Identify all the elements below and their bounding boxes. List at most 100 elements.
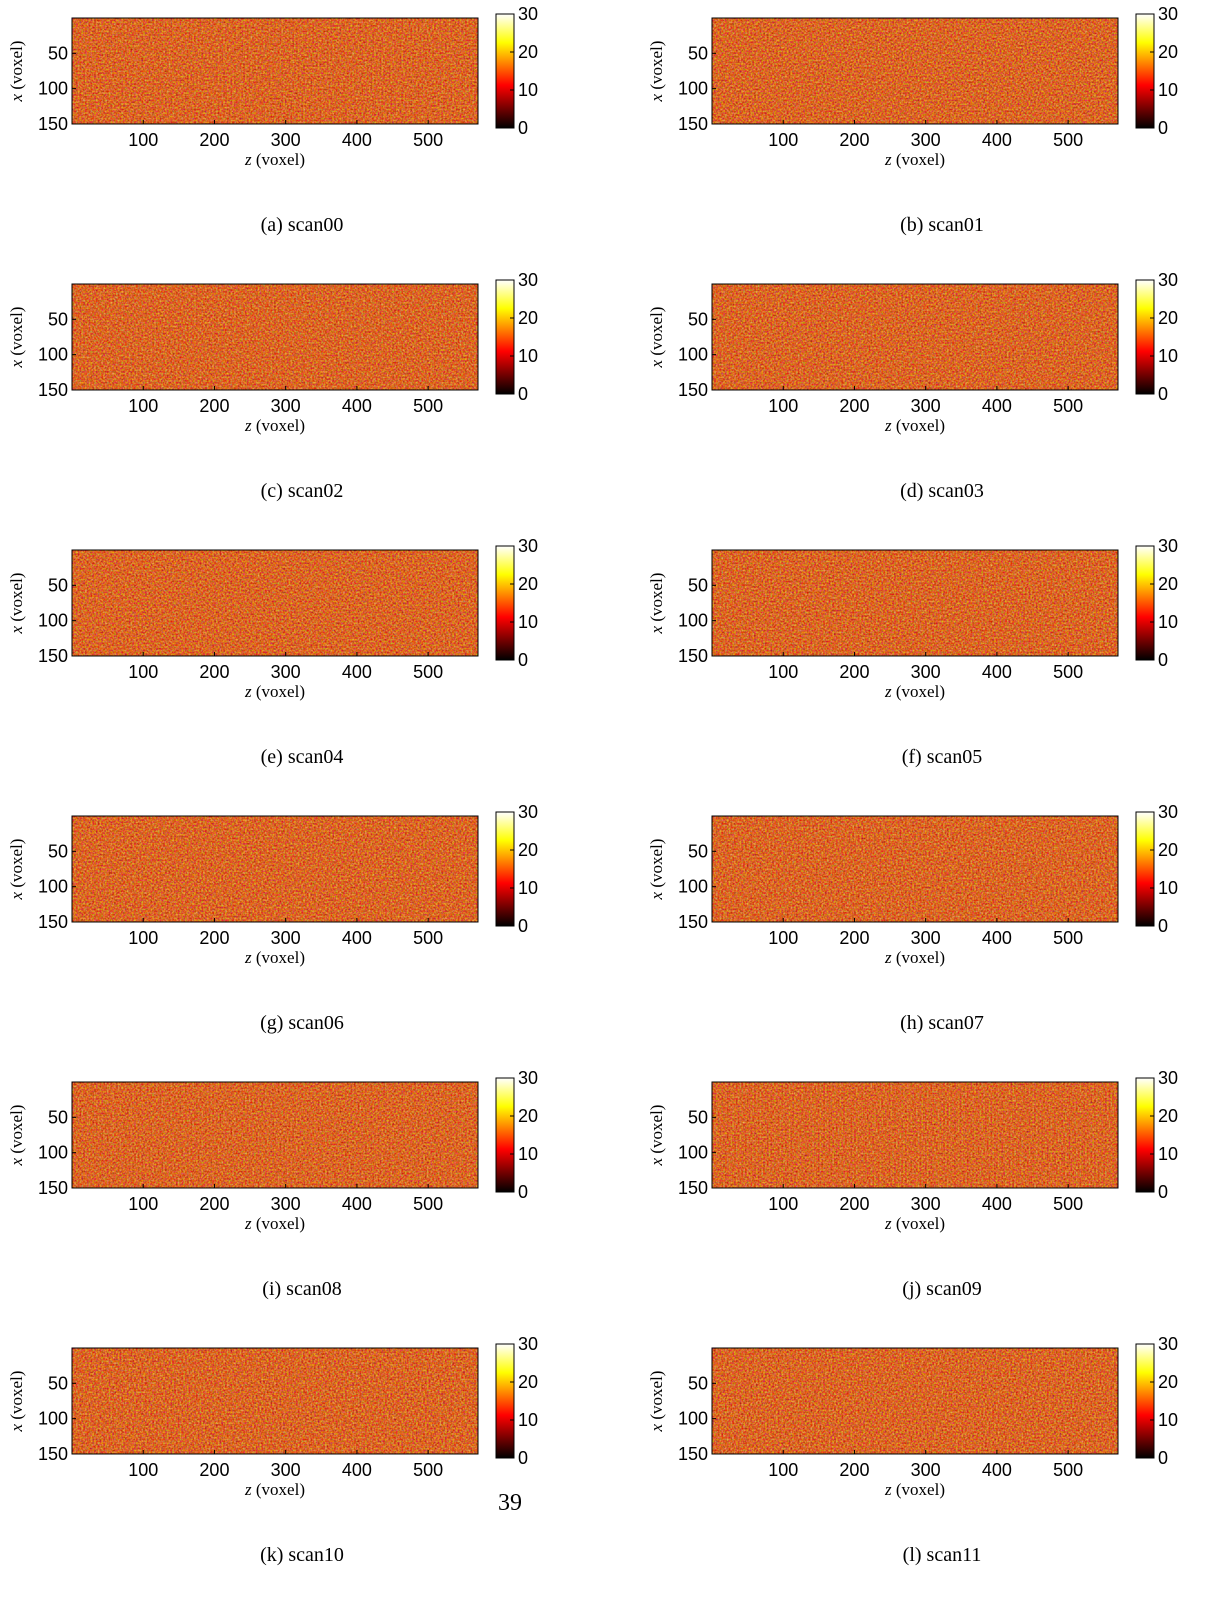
x-tick-label: 200 — [199, 130, 229, 150]
y-axis-label: x (voxel) — [7, 1105, 26, 1167]
colorbar-tick-label: 10 — [518, 346, 538, 366]
panel-10: 100 200 300 400 500 50 100 150 z (voxel) x (voxel… — [0, 1330, 604, 1596]
x-tick-label: 300 — [271, 1194, 301, 1214]
plot-frame — [711, 283, 1119, 391]
y-tick-label: 100 — [38, 79, 68, 99]
colorbar-tick-label: 10 — [1158, 80, 1178, 100]
y-tick-label: 150 — [38, 114, 68, 134]
y-axis-label: x (voxel) — [7, 1371, 26, 1433]
colorbar-tick-label: 20 — [1158, 840, 1178, 860]
colorbar-tick-label: 0 — [518, 1182, 528, 1202]
colorbar-tick-label: 0 — [1158, 1182, 1168, 1202]
colorbar-tick-label: 30 — [518, 802, 538, 822]
plot-frame — [71, 815, 479, 923]
plot-frame — [711, 815, 1119, 923]
colorbar-tick-label: 30 — [1158, 1068, 1178, 1088]
x-tick-label: 300 — [911, 1194, 941, 1214]
colorbar-tick-label: 10 — [518, 612, 538, 632]
colorbar-tick-label: 30 — [1158, 4, 1178, 24]
colorbar-tick-label: 20 — [518, 1372, 538, 1392]
colorbar-tick-label: 0 — [518, 916, 528, 936]
y-axis-label: x (voxel) — [647, 41, 666, 103]
x-tick-label: 400 — [342, 1194, 372, 1214]
y-axis-label: x (voxel) — [7, 839, 26, 901]
x-tick-label: 500 — [1053, 396, 1083, 416]
y-tick-label: 50 — [48, 1373, 68, 1393]
x-tick-label: 400 — [342, 396, 372, 416]
x-tick-label: 100 — [768, 1460, 798, 1480]
y-tick-label: 100 — [678, 611, 708, 631]
x-axis-label: z (voxel) — [244, 416, 305, 435]
y-tick-label: 50 — [688, 1107, 708, 1127]
x-tick-label: 300 — [911, 130, 941, 150]
x-axis-label: z (voxel) — [244, 1480, 305, 1499]
colorbar-tick-label: 30 — [518, 4, 538, 24]
panel-caption: (a) scan00 — [260, 214, 344, 236]
panel-caption: (c) scan02 — [260, 480, 344, 502]
colorbar — [1135, 13, 1155, 129]
x-tick-label: 200 — [199, 1194, 229, 1214]
y-tick-label: 150 — [678, 1178, 708, 1198]
y-tick-label: 50 — [688, 309, 708, 329]
panel-9: 100 200 300 400 500 50 100 150 z (voxel) x (voxel… — [640, 1064, 1208, 1330]
y-tick-label: 50 — [48, 1107, 68, 1127]
x-axis-label: z (voxel) — [884, 150, 945, 169]
x-tick-label: 500 — [1053, 130, 1083, 150]
heatmap-texture — [712, 550, 1118, 656]
y-tick-label: 150 — [678, 114, 708, 134]
colorbar-tick-label: 20 — [1158, 574, 1178, 594]
colorbar-tick-label: 0 — [1158, 650, 1168, 670]
x-tick-label: 300 — [271, 662, 301, 682]
y-tick-label: 50 — [688, 841, 708, 861]
heatmap-texture — [72, 1082, 478, 1188]
colorbar-tick-label: 0 — [518, 384, 528, 404]
x-tick-label: 200 — [839, 130, 869, 150]
colorbar-tick-label: 30 — [1158, 270, 1178, 290]
x-tick-label: 100 — [128, 928, 158, 948]
x-tick-label: 200 — [839, 928, 869, 948]
panel-caption: (d) scan03 — [900, 480, 984, 502]
x-axis-label: z (voxel) — [244, 948, 305, 967]
colorbar — [495, 13, 515, 129]
x-tick-label: 400 — [982, 130, 1012, 150]
y-tick-label: 100 — [678, 345, 708, 365]
colorbar-tick-label: 0 — [518, 1448, 528, 1468]
y-tick-label: 100 — [38, 877, 68, 897]
x-axis-label: z (voxel) — [244, 682, 305, 701]
panel-8: 100 200 300 400 500 50 100 150 z (voxel) x (voxel… — [0, 1064, 604, 1330]
x-tick-label: 100 — [128, 662, 158, 682]
y-tick-label: 150 — [38, 646, 68, 666]
panel-caption: (l) scan11 — [902, 1544, 982, 1566]
x-tick-label: 500 — [413, 662, 443, 682]
panel-3: 100 200 300 400 500 50 100 150 z (voxel) x (voxel… — [640, 266, 1208, 532]
x-axis-label: z (voxel) — [884, 1480, 945, 1499]
colorbar-tick-label: 30 — [1158, 1334, 1178, 1354]
y-tick-label: 100 — [678, 1409, 708, 1429]
x-tick-label: 400 — [982, 1194, 1012, 1214]
colorbar-tick-label: 20 — [1158, 308, 1178, 328]
panel-caption: (f) scan05 — [901, 746, 983, 768]
colorbar-tick-label: 10 — [1158, 878, 1178, 898]
colorbar — [1135, 279, 1155, 395]
colorbar-tick-label: 30 — [518, 270, 538, 290]
plot-frame — [71, 1347, 479, 1455]
page-number: 39 — [498, 1490, 522, 1516]
y-axis-label: x (voxel) — [647, 1371, 666, 1433]
panel-7: 100 200 300 400 500 50 100 150 z (voxel) x (voxel… — [640, 798, 1208, 1064]
colorbar-tick-label: 0 — [1158, 916, 1168, 936]
colorbar-tick-label: 20 — [518, 1106, 538, 1126]
colorbar-tick-label: 30 — [518, 1068, 538, 1088]
x-tick-label: 200 — [199, 396, 229, 416]
x-tick-label: 200 — [839, 1460, 869, 1480]
colorbar-tick-label: 20 — [518, 308, 538, 328]
x-tick-label: 500 — [413, 1460, 443, 1480]
x-tick-label: 200 — [839, 662, 869, 682]
x-tick-label: 200 — [199, 662, 229, 682]
colorbar-tick-label: 20 — [1158, 1372, 1178, 1392]
colorbar-tick-label: 20 — [1158, 1106, 1178, 1126]
x-tick-label: 100 — [128, 1460, 158, 1480]
plot-frame — [711, 549, 1119, 657]
colorbar — [495, 279, 515, 395]
